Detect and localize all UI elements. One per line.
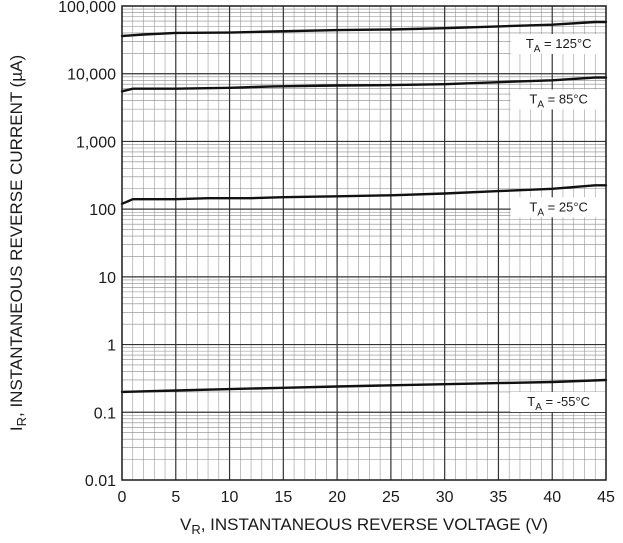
x-tick-label: 35 bbox=[490, 489, 508, 506]
series-label-main: T bbox=[527, 394, 535, 409]
series-label-main: T bbox=[529, 91, 537, 106]
x-axis-title-main: V bbox=[180, 515, 192, 534]
y-tick-labels: 0.01 0.1 1 10 100 1,000 10,000 100,000 bbox=[58, 0, 116, 490]
series-label-subscript: A bbox=[537, 207, 544, 218]
y-axis-title: IR, INSTANTANEOUS REVERSE CURRENT (µA) bbox=[7, 55, 29, 431]
series-label-main: T bbox=[526, 36, 534, 51]
y-tick-label: 100 bbox=[89, 202, 116, 219]
series-label: TA = -55°C bbox=[527, 394, 590, 413]
x-tick-label: 25 bbox=[382, 489, 400, 506]
x-axis-title-subscript: R bbox=[191, 522, 200, 537]
y-tick-label: 0.01 bbox=[85, 473, 116, 490]
data-curves bbox=[120, 20, 608, 394]
series-label-main: T bbox=[529, 199, 537, 214]
series-label-background bbox=[510, 34, 607, 55]
series-label-background bbox=[510, 391, 607, 412]
x-tick-labels: 0 5 10 15 20 25 30 35 40 45 bbox=[118, 489, 615, 506]
series-label-rest: = 125°C bbox=[540, 36, 591, 51]
x-tick-label: 15 bbox=[274, 489, 292, 506]
curve-labels: TA = 125°CTA = 85°CTA = 25°CTA = -55°C bbox=[510, 34, 607, 413]
series-label-subscript: A bbox=[534, 44, 541, 55]
x-tick-label: 30 bbox=[436, 489, 454, 506]
x-tick-label: 20 bbox=[328, 489, 346, 506]
series-line bbox=[120, 184, 608, 205]
y-axis-title-rest: , INSTANTANEOUS REVERSE CURRENT (µA) bbox=[7, 55, 26, 417]
y-tick-label: 100,000 bbox=[58, 0, 116, 16]
series-line bbox=[120, 20, 608, 38]
y-axis-title-main: I bbox=[7, 426, 26, 431]
x-tick-label: 40 bbox=[543, 489, 561, 506]
x-axis-title: VR, INSTANTANEOUS REVERSE VOLTAGE (V) bbox=[180, 515, 548, 537]
x-tick-label: 45 bbox=[597, 489, 615, 506]
x-tick-label: 10 bbox=[221, 489, 239, 506]
plot-frame bbox=[121, 5, 607, 481]
series-label-rest: = -55°C bbox=[542, 394, 590, 409]
series-label: TA = 85°C bbox=[529, 91, 588, 110]
x-tick-label: 0 bbox=[118, 489, 127, 506]
y-axis-title-subscript: R bbox=[14, 417, 29, 426]
x-tick-label: 5 bbox=[171, 489, 180, 506]
series-label-background bbox=[510, 197, 607, 218]
series-label-rest: = 85°C bbox=[544, 91, 588, 106]
series-label: TA = 25°C bbox=[529, 199, 588, 218]
minor-gridlines bbox=[122, 6, 606, 480]
series-label-rest: = 25°C bbox=[544, 199, 588, 214]
y-tick-label: 1,000 bbox=[76, 134, 116, 151]
series-label-background bbox=[510, 89, 607, 110]
y-tick-label: 10 bbox=[98, 270, 116, 287]
y-tick-label: 10,000 bbox=[67, 67, 116, 84]
series-label-subscript: A bbox=[537, 99, 544, 110]
series-line bbox=[120, 76, 608, 93]
series-label-subscript: A bbox=[535, 402, 542, 413]
series-label: TA = 125°C bbox=[526, 36, 592, 55]
x-axis-title-rest: , INSTANTANEOUS REVERSE VOLTAGE (V) bbox=[201, 515, 548, 534]
series-line bbox=[120, 378, 608, 394]
y-tick-label: 1 bbox=[107, 338, 116, 355]
y-tick-label: 0.1 bbox=[94, 405, 116, 422]
